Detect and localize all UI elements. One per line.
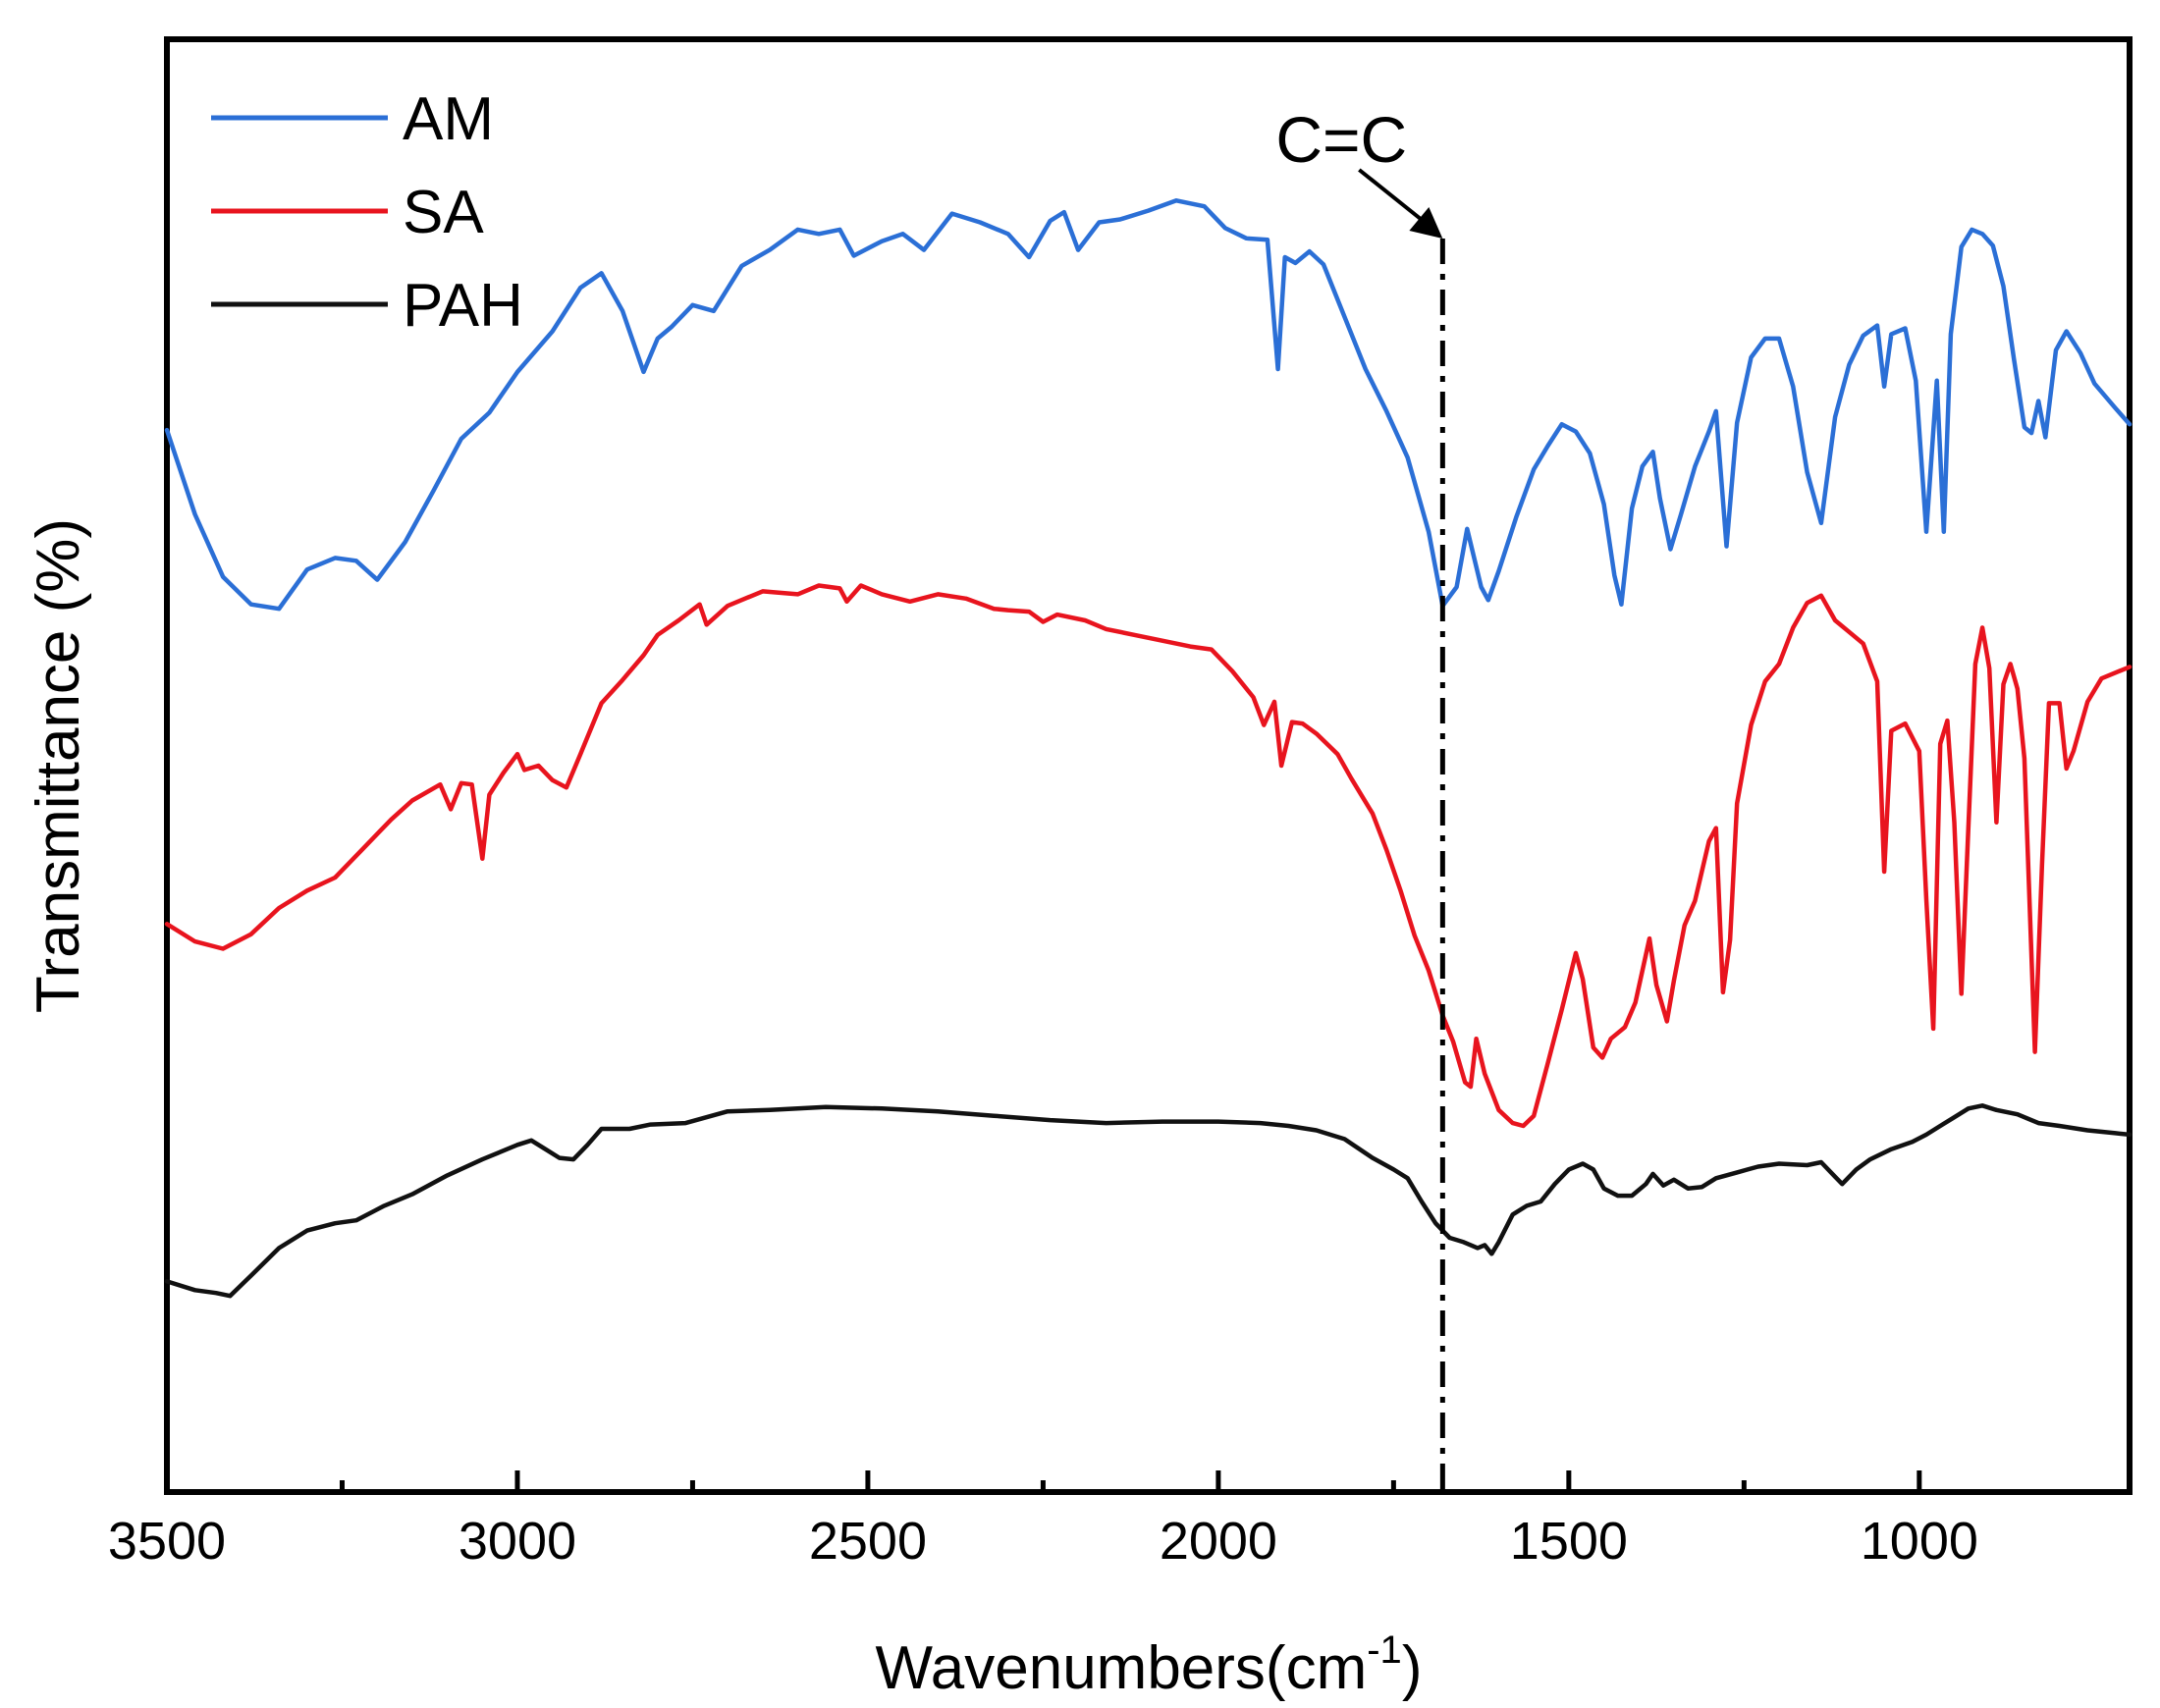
series-lines	[164, 198, 2133, 1299]
cc-annotation: C=C	[1275, 103, 1445, 1492]
legend-label-am: AM	[403, 85, 494, 153]
x-tick-label: 1000	[1861, 1512, 1978, 1571]
series-line-sa	[164, 583, 2133, 1129]
x-tick-label: 3000	[459, 1512, 576, 1571]
legend-label-pah: PAH	[403, 272, 523, 340]
x-tick-label: 1500	[1510, 1512, 1628, 1571]
y-axis-title: Transmittance (%)	[25, 518, 92, 1013]
x-axis-ticks: 3500 3000 2500 2000 1500 1000	[108, 1470, 1978, 1571]
x-axis-title-sup: -1	[1367, 1628, 1402, 1672]
x-axis-title-end: )	[1402, 1634, 1423, 1702]
x-tick-label: 2000	[1160, 1512, 1277, 1571]
series-line-am	[164, 198, 2133, 612]
x-tick-label: 2500	[809, 1512, 927, 1571]
series-line-pah	[164, 1103, 2133, 1299]
cc-arrow-head	[1409, 207, 1443, 239]
x-tick-label: 3500	[108, 1512, 226, 1571]
plot-frame	[164, 36, 2133, 1495]
legend-label-sa: SA	[403, 179, 484, 246]
legend: AM SA PAH	[211, 85, 523, 340]
x-axis-title-main: Wavenumbers(cm	[876, 1634, 1368, 1702]
x-axis-title: Wavenumbers(cm-1)	[876, 1628, 1423, 1702]
cc-annotation-label: C=C	[1275, 103, 1407, 176]
